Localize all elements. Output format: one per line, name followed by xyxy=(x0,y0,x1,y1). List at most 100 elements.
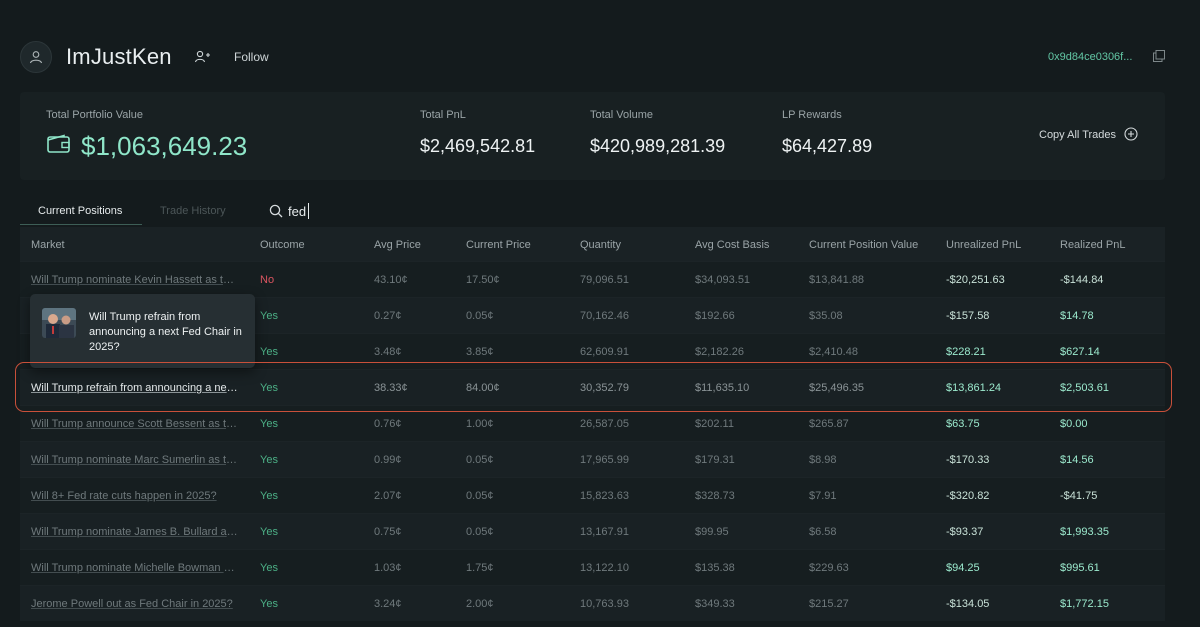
unrealized-pnl-cell: -$20,251.63 xyxy=(946,274,1005,286)
portfolio-value: $1,063,649.23 xyxy=(81,131,248,161)
realized-pnl-cell: $627.14 xyxy=(1060,346,1100,358)
unrealized-pnl-cell: $13,861.24 xyxy=(946,382,1002,394)
market-cell[interactable]: Will Trump nominate Marc Sumerlin as the… xyxy=(31,454,239,466)
tab-current-positions[interactable]: Current Positions xyxy=(38,205,123,217)
realized-pnl-cell: -$144.84 xyxy=(1060,274,1104,286)
pnl-label: Total PnL xyxy=(420,109,466,121)
column-header-avg-cost-basis[interactable]: Avg Cost Basis xyxy=(695,239,770,251)
table-row[interactable]: Will Trump announce Scott Bessent as the… xyxy=(20,405,1165,441)
market-cell[interactable]: Will Trump announce Scott Bessent as the… xyxy=(31,418,239,430)
table-header: Market Outcome Avg Price Current Price Q… xyxy=(20,227,1165,261)
search-icon xyxy=(269,204,283,218)
outcome-cell: Yes xyxy=(260,346,278,358)
avg-cost-cell: $135.38 xyxy=(695,562,735,574)
profile-header: ImJustKen Follow 0x9d84ce0306f... xyxy=(0,0,1200,90)
outcome-cell: Yes xyxy=(260,454,278,466)
market-cell[interactable]: Will Trump refrain from announcing a nex… xyxy=(31,382,239,394)
realized-pnl-cell: $0.00 xyxy=(1060,418,1088,430)
table-row[interactable]: Jerome Powell out as Fed Chair in 2025? Y… xyxy=(20,585,1165,621)
outcome-cell: Yes xyxy=(260,490,278,502)
plus-circle-icon[interactable] xyxy=(1124,127,1138,141)
column-header-realized-pnl[interactable]: Realized PnL xyxy=(1060,239,1126,251)
column-header-current-price[interactable]: Current Price xyxy=(466,239,531,251)
market-tooltip: Will Trump refrain from announcing a nex… xyxy=(30,294,255,368)
avg-cost-cell: $328.73 xyxy=(695,490,735,502)
avg-price-cell: 38.33¢ xyxy=(374,382,408,394)
avg-cost-cell: $34,093.51 xyxy=(695,274,751,286)
lp-rewards-label: LP Rewards xyxy=(782,109,842,121)
avg-price-cell: 0.27¢ xyxy=(374,310,402,322)
volume-label: Total Volume xyxy=(590,109,653,121)
position-value-cell: $13,841.88 xyxy=(809,274,865,286)
avatar[interactable] xyxy=(20,41,52,73)
unrealized-pnl-cell: -$320.82 xyxy=(946,490,990,502)
unrealized-pnl-cell: -$170.33 xyxy=(946,454,990,466)
current-price-cell: 1.00¢ xyxy=(466,418,494,430)
pnl-value: $2,469,542.81 xyxy=(420,136,536,156)
user-icon xyxy=(29,51,43,64)
market-cell[interactable]: Will Trump nominate James B. Bullard as … xyxy=(31,526,239,538)
unrealized-pnl-cell: -$134.05 xyxy=(946,598,990,610)
quantity-cell: 26,587.05 xyxy=(580,418,629,430)
username: ImJustKen xyxy=(66,44,172,69)
current-price-cell: 1.75¢ xyxy=(466,562,494,574)
quantity-cell: 10,763.93 xyxy=(580,598,629,610)
add-user-icon[interactable] xyxy=(194,50,210,64)
avg-price-cell: 2.07¢ xyxy=(374,490,402,502)
avg-cost-cell: $202.11 xyxy=(695,418,734,430)
column-header-quantity[interactable]: Quantity xyxy=(580,239,621,251)
copy-icon[interactable] xyxy=(1153,50,1165,62)
copy-all-trades-button[interactable]: Copy All Trades xyxy=(1039,129,1117,141)
position-value-cell: $35.08 xyxy=(809,310,843,322)
follow-button[interactable]: Follow xyxy=(234,50,269,64)
position-value-cell: $229.63 xyxy=(809,562,849,574)
realized-pnl-cell: $1,993.35 xyxy=(1060,526,1109,538)
table-row[interactable]: Will Trump refrain from announcing a nex… xyxy=(20,369,1165,405)
quantity-cell: 13,167.91 xyxy=(580,526,629,538)
lp-rewards-value: $64,427.89 xyxy=(782,136,873,156)
table-row[interactable]: Will Trump nominate James B. Bullard as … xyxy=(20,513,1165,549)
tab-trade-history[interactable]: Trade History xyxy=(160,205,226,217)
portfolio-label: Total Portfolio Value xyxy=(46,109,144,121)
outcome-cell: Yes xyxy=(260,418,278,430)
column-header-current-position-value[interactable]: Current Position Value xyxy=(809,239,919,251)
table-row[interactable]: Will Trump nominate Marc Sumerlin as the… xyxy=(20,441,1165,477)
outcome-cell: Yes xyxy=(260,310,278,322)
avg-cost-cell: $179.31 xyxy=(695,454,735,466)
market-cell[interactable]: Will Trump nominate Michelle Bowman as t… xyxy=(31,562,239,574)
avg-cost-cell: $11,635.10 xyxy=(695,382,750,394)
avg-cost-cell: $192.66 xyxy=(695,310,735,322)
position-value-cell: $6.58 xyxy=(809,526,837,538)
realized-pnl-cell: -$41.75 xyxy=(1060,490,1098,502)
position-value-cell: $7.91 xyxy=(809,490,837,502)
position-value-cell: $8.98 xyxy=(809,454,837,466)
realized-pnl-cell: $2,503.61 xyxy=(1060,382,1109,394)
market-cell[interactable]: Will Trump nominate Kevin Hassett as the… xyxy=(31,274,239,286)
market-cell[interactable]: Jerome Powell out as Fed Chair in 2025? xyxy=(31,598,233,610)
column-header-outcome[interactable]: Outcome xyxy=(260,239,305,251)
wallet-icon xyxy=(47,134,70,153)
realized-pnl-cell: $995.61 xyxy=(1060,562,1100,574)
outcome-cell: Yes xyxy=(260,526,278,538)
current-price-cell: 84.00¢ xyxy=(466,382,500,394)
column-header-avg-price[interactable]: Avg Price xyxy=(374,239,421,251)
search-input[interactable] xyxy=(288,201,488,221)
table-row[interactable]: Will Trump nominate Michelle Bowman as t… xyxy=(20,549,1165,585)
market-cell[interactable]: Will 8+ Fed rate cuts happen in 2025? xyxy=(31,490,217,502)
outcome-cell: No xyxy=(260,274,275,286)
quantity-cell: 13,122.10 xyxy=(580,562,629,574)
quantity-cell: 79,096.51 xyxy=(580,274,629,286)
table-row[interactable]: Will Trump nominate Kevin Hassett as the… xyxy=(20,261,1165,297)
avg-price-cell: 3.48¢ xyxy=(374,346,402,358)
quantity-cell: 62,609.91 xyxy=(580,346,629,358)
outcome-cell: Yes xyxy=(260,562,278,574)
column-header-market[interactable]: Market xyxy=(31,239,65,251)
volume-value: $420,989,281.39 xyxy=(590,136,726,156)
avg-price-cell: 3.24¢ xyxy=(374,598,402,610)
wallet-address[interactable]: 0x9d84ce0306f... xyxy=(1048,51,1133,63)
position-value-cell: $2,410.48 xyxy=(809,346,858,358)
avg-price-cell: 43.10¢ xyxy=(374,274,408,286)
table-row[interactable]: Will 8+ Fed rate cuts happen in 2025? Yes… xyxy=(20,477,1165,513)
column-header-unrealized-pnl[interactable]: Unrealized PnL xyxy=(946,239,1022,251)
current-price-cell: 0.05¢ xyxy=(466,454,494,466)
